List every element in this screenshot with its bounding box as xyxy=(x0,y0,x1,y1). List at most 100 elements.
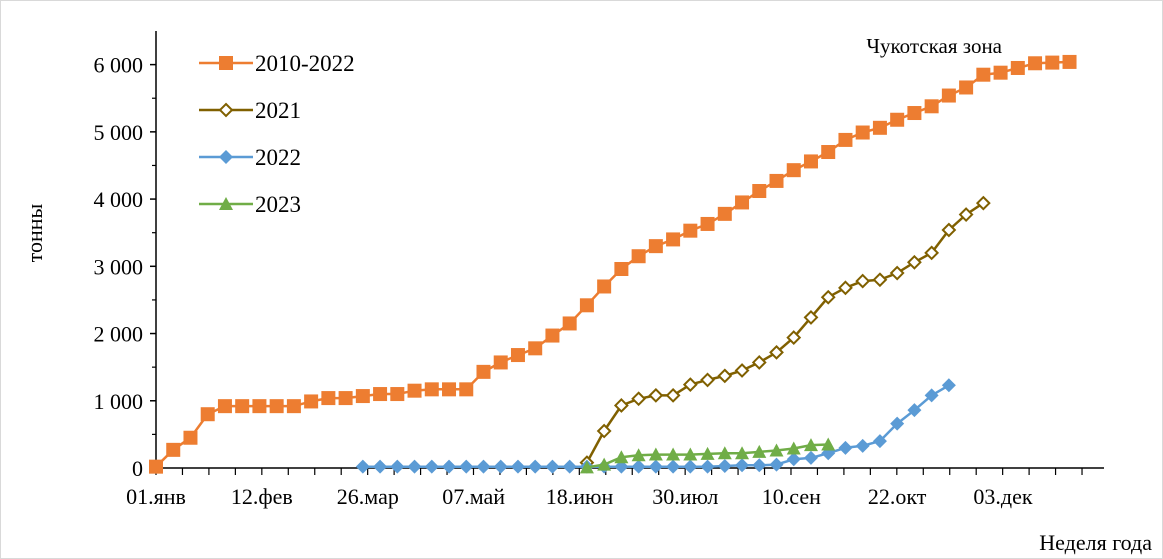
data-point xyxy=(562,459,577,474)
data-point xyxy=(1010,60,1025,75)
data-point xyxy=(889,265,905,281)
data-point xyxy=(786,330,802,345)
data-point xyxy=(493,355,508,370)
data-point xyxy=(407,383,422,398)
y-axis-title: тонны xyxy=(22,203,47,262)
data-point xyxy=(648,239,663,254)
data-point xyxy=(941,88,956,103)
legend-item: 2021 xyxy=(199,98,301,123)
data-point xyxy=(803,154,818,169)
data-point xyxy=(838,132,853,147)
data-point xyxy=(958,207,974,222)
legend-marker xyxy=(219,197,233,210)
data-point xyxy=(976,67,991,82)
x-tick-label: 26.мар xyxy=(337,484,399,509)
data-point xyxy=(735,458,750,473)
data-point xyxy=(734,363,750,378)
legend-label: 2023 xyxy=(255,192,301,217)
data-point xyxy=(614,450,629,464)
legend-label: 2021 xyxy=(255,98,301,123)
data-point xyxy=(769,173,784,188)
y-tick-label: 6 000 xyxy=(94,53,144,78)
data-point xyxy=(821,437,836,451)
x-tick-label: 07.май xyxy=(442,484,505,509)
data-point xyxy=(1045,55,1060,70)
data-point xyxy=(304,394,319,409)
x-tick-label: 18.июн xyxy=(546,484,614,509)
data-point xyxy=(717,206,732,221)
data-point xyxy=(373,459,388,474)
series-line xyxy=(585,202,984,464)
data-point xyxy=(717,458,732,473)
data-point xyxy=(442,459,457,474)
data-point xyxy=(683,447,698,461)
axes: 0 1 000 2 000 3 000 4 000 5 000 6 000 01.янв 12.… xyxy=(94,31,1104,509)
data-point xyxy=(959,80,974,95)
data-point xyxy=(769,344,784,360)
x-tick-label: 22.окт xyxy=(868,484,927,509)
data-point xyxy=(493,459,508,474)
data-point xyxy=(355,459,370,474)
legend-marker xyxy=(219,56,233,70)
data-point xyxy=(890,112,905,127)
data-point xyxy=(752,184,767,199)
data-point xyxy=(683,223,698,238)
legend-marker xyxy=(219,150,233,164)
data-point xyxy=(510,348,525,363)
data-point xyxy=(769,443,784,457)
data-point xyxy=(752,458,767,473)
data-point xyxy=(769,457,784,472)
data-point xyxy=(993,65,1008,80)
data-point xyxy=(200,407,215,422)
data-point xyxy=(596,423,612,439)
y-tick-label: 5 000 xyxy=(94,120,144,145)
data-point xyxy=(286,399,301,414)
legend-label: 2010-2022 xyxy=(255,51,355,76)
chart-annotation: Чукотская зона xyxy=(866,34,1002,58)
data-point xyxy=(975,195,991,211)
data-point xyxy=(786,441,801,455)
data-point xyxy=(545,328,560,343)
data-point xyxy=(355,389,370,404)
data-point xyxy=(855,273,871,289)
x-tick-label: 01.янв xyxy=(126,484,186,509)
data-point xyxy=(906,254,922,270)
data-point xyxy=(838,440,853,455)
data-point xyxy=(890,416,905,431)
data-point xyxy=(907,403,922,418)
data-point xyxy=(700,372,715,388)
data-point xyxy=(269,399,284,414)
data-point xyxy=(665,387,681,403)
data-point xyxy=(390,387,405,402)
data-point xyxy=(924,388,939,403)
data-point xyxy=(1062,54,1077,69)
data-point xyxy=(666,459,681,474)
data-point xyxy=(545,459,560,474)
data-point xyxy=(528,341,543,356)
data-point xyxy=(924,245,940,261)
data-point xyxy=(597,279,612,294)
data-point xyxy=(820,289,836,305)
series-2023 xyxy=(579,437,836,474)
y-tick-label: 2 000 xyxy=(94,322,144,347)
data-point xyxy=(459,459,474,474)
data-point xyxy=(717,368,733,384)
data-point xyxy=(907,106,922,121)
data-point xyxy=(235,399,250,414)
data-point xyxy=(407,459,422,474)
data-point xyxy=(786,163,801,178)
y-tick-label: 4 000 xyxy=(94,187,144,212)
data-point xyxy=(735,446,750,460)
data-point xyxy=(941,378,956,393)
data-point xyxy=(338,391,353,406)
data-point xyxy=(424,382,439,397)
data-point xyxy=(941,222,957,238)
data-point xyxy=(459,382,474,397)
data-point xyxy=(735,195,750,210)
data-point xyxy=(648,459,663,474)
data-point xyxy=(682,377,698,393)
data-point xyxy=(631,459,646,474)
data-point xyxy=(424,459,439,474)
